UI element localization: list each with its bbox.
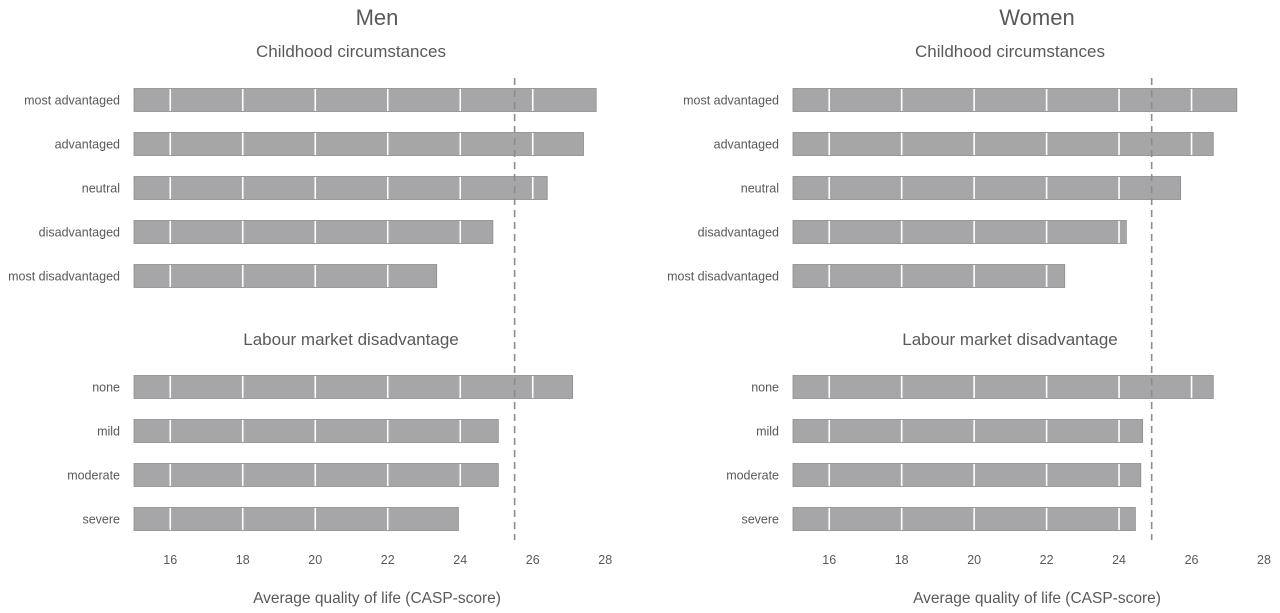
bar <box>792 507 1136 531</box>
bar <box>133 375 574 399</box>
bar <box>792 220 1127 244</box>
chart-title: Men <box>356 5 399 30</box>
panel-subtitle: Labour market disadvantage <box>902 330 1117 349</box>
category-label: most advantaged <box>683 94 779 108</box>
bar <box>133 419 499 443</box>
chart-panel-men: Men Childhood circumstances most advantage… <box>8 5 612 607</box>
category-label: most advantaged <box>24 94 120 108</box>
bar <box>133 463 499 487</box>
bar <box>133 132 584 156</box>
x-tick-label: 26 <box>526 553 540 567</box>
x-axis-label: Average quality of life (CASP-score) <box>253 590 501 607</box>
category-label: none <box>92 381 120 395</box>
bar <box>792 375 1214 399</box>
category-label: mild <box>97 425 120 439</box>
category-label: mild <box>756 425 779 439</box>
category-label: advantaged <box>55 138 120 152</box>
bar <box>792 419 1144 443</box>
bar <box>792 176 1182 200</box>
chart-title: Women <box>999 5 1074 30</box>
chart-panel-women: Women Childhood circumstances most advanta… <box>667 5 1271 607</box>
category-label: none <box>751 381 779 395</box>
bar <box>792 264 1066 288</box>
category-label: neutral <box>741 182 779 196</box>
bar <box>133 507 459 531</box>
bar <box>133 264 438 288</box>
bar <box>792 132 1214 156</box>
x-tick-label: 16 <box>163 553 177 567</box>
bar <box>133 176 548 200</box>
x-tick-label: 20 <box>967 553 981 567</box>
category-label: moderate <box>67 469 120 483</box>
x-tick-label: 22 <box>1040 553 1054 567</box>
category-label: most disadvantaged <box>8 270 120 284</box>
bar <box>792 88 1238 112</box>
x-axis-label: Average quality of life (CASP-score) <box>913 590 1161 607</box>
x-tick-label: 18 <box>236 553 250 567</box>
x-tick-label: 20 <box>308 553 322 567</box>
category-label: severe <box>741 513 779 527</box>
bar <box>792 463 1142 487</box>
bar <box>133 220 494 244</box>
panel-subtitle: Childhood circumstances <box>256 42 446 61</box>
x-tick-label: 26 <box>1185 553 1199 567</box>
category-label: disadvantaged <box>698 226 779 240</box>
category-label: moderate <box>726 469 779 483</box>
category-label: disadvantaged <box>39 226 120 240</box>
x-tick-label: 24 <box>453 553 467 567</box>
panel-subtitle: Labour market disadvantage <box>243 330 458 349</box>
x-tick-label: 22 <box>381 553 395 567</box>
category-label: severe <box>82 513 120 527</box>
x-tick-label: 16 <box>822 553 836 567</box>
x-tick-label: 18 <box>895 553 909 567</box>
bar <box>133 88 597 112</box>
category-label: advantaged <box>714 138 779 152</box>
x-tick-label: 24 <box>1112 553 1126 567</box>
x-tick-label: 28 <box>1257 553 1271 567</box>
x-tick-label: 28 <box>598 553 612 567</box>
category-label: most disadvantaged <box>667 270 779 284</box>
panel-subtitle: Childhood circumstances <box>915 42 1105 61</box>
category-label: neutral <box>82 182 120 196</box>
